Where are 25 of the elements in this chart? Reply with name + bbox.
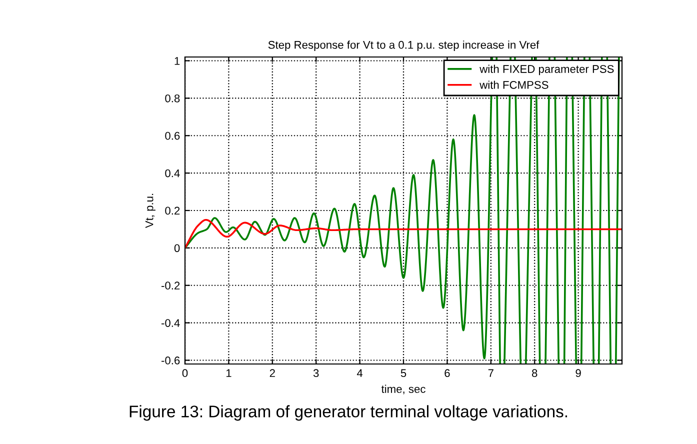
- y-tick-label: -0.2: [161, 282, 180, 290]
- y-tick-label: 1: [174, 57, 180, 65]
- y-tick-label: -0.6: [161, 356, 180, 364]
- x-tick-label: 0: [182, 369, 188, 378]
- x-tick-label: 7: [488, 369, 494, 377]
- legend-label: with FCMPSS: [480, 80, 548, 89]
- y-axis-title: Vt, p.u.: [145, 194, 156, 228]
- x-tick-label: 4: [356, 369, 363, 377]
- y-tick-label: 0: [174, 244, 180, 252]
- x-tick-label: 6: [444, 369, 450, 378]
- y-tick-label: -0.4: [161, 319, 180, 327]
- y-tick-label: 0.4: [165, 169, 180, 178]
- y-tick-label: 0.2: [165, 206, 180, 215]
- x-axis-title: time, sec: [381, 384, 426, 394]
- x-tick-label: 9: [576, 369, 581, 378]
- x-tick-label: 1: [226, 369, 232, 377]
- x-tick-label: 3: [313, 369, 319, 378]
- caption: Figure 13: Diagram of generator terminal voltage variations.: [130, 405, 568, 421]
- legend-label: with FIXED parameter PSS: [480, 64, 614, 76]
- y-tick-label: 0.8: [165, 94, 180, 102]
- x-tick-label: 2: [270, 369, 275, 377]
- x-tick-label: 5: [400, 369, 406, 378]
- y-tick-label: 0.6: [165, 132, 180, 140]
- chart-title: Step Response for Vt to a 0.1 p.u. step increase in Vref: [268, 40, 540, 51]
- x-tick-label: 8: [532, 369, 538, 378]
